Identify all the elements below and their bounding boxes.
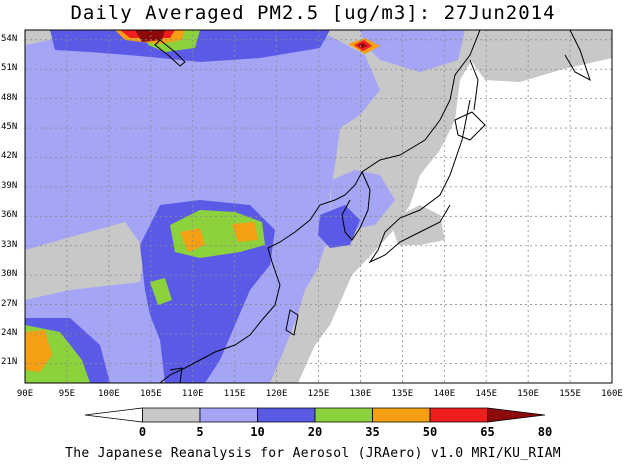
coast-korea (341, 171, 371, 241)
colorbar-segment (142, 407, 201, 423)
lon-label: 105E (139, 389, 162, 399)
colorbar-tick-label: 5 (196, 425, 204, 439)
contour-50-65-central2 (232, 222, 258, 242)
contour-50-65-sw (25, 330, 52, 372)
colorbar (84, 407, 546, 423)
lat-label: 33N (1, 239, 18, 250)
lat-label: 51N (1, 63, 18, 74)
colorbar-segment (429, 407, 488, 423)
lon-label: 125E (307, 389, 330, 399)
lat-label: 39N (1, 180, 18, 191)
lat-label: 30N (1, 269, 18, 280)
map-frame (24, 29, 613, 384)
lat-label: 48N (1, 92, 18, 103)
lon-label: 95E (58, 389, 76, 399)
colorbar-tick-label: 0 (138, 425, 147, 439)
coast-japan (368, 99, 471, 264)
colorbar-tick-label: 80 (537, 425, 553, 439)
lat-label: 21N (1, 357, 18, 368)
lon-label: 145E (475, 389, 498, 399)
lon-label: 150E (517, 389, 539, 399)
lat-label: 24N (1, 327, 18, 338)
coastlines (154, 30, 591, 383)
contour-35-50-south (150, 278, 172, 305)
colorbar-segment (199, 407, 258, 423)
colorbar-segment (372, 407, 431, 423)
lon-label: 100E (98, 389, 120, 399)
lon-label: 130E (349, 389, 372, 399)
lon-label: 160E (601, 389, 623, 399)
contour-10-20-north (360, 30, 465, 72)
colorbar-tick-label: 65 (480, 425, 495, 439)
contour-5-10-japan (390, 205, 445, 245)
gridlines (25, 30, 612, 383)
coast-taiwan (285, 309, 299, 336)
lon-label: 155E (559, 389, 581, 399)
lat-label: 27N (1, 298, 18, 309)
credit-line: The Japanese Reanalysis for Aerosol (JRA… (65, 446, 561, 461)
lon-label: 120E (265, 389, 288, 399)
lon-label: 140E (433, 389, 456, 399)
lat-label: 36N (1, 210, 18, 221)
coast-hokkaido (454, 111, 486, 141)
lon-label: 135E (391, 389, 414, 399)
lat-label: 45N (1, 122, 18, 133)
colorbar-tick-label: 35 (365, 425, 380, 439)
lon-label: 115E (223, 389, 246, 399)
colorbar-segment (84, 407, 143, 423)
contour-80-north (135, 30, 165, 42)
lon-label: 90E (16, 389, 34, 399)
colorbar-tick-label: 50 (422, 425, 438, 439)
lat-label: 54N (1, 33, 18, 44)
colorbar-segment (314, 407, 373, 423)
colorbar-tick-label: 20 (307, 425, 323, 439)
coast-mainland (159, 30, 481, 383)
coast-lake-baikal (154, 39, 186, 67)
colorbar-segment (257, 407, 316, 423)
contour-80-siberia (358, 43, 367, 48)
colorbar-tick-label: 10 (250, 425, 265, 439)
lat-label: 42N (1, 151, 18, 162)
colorbar-segment (487, 407, 546, 423)
coast-sakhalin (469, 59, 479, 111)
coast-hainan (169, 367, 183, 383)
map-title: Daily Averaged PM2.5 [ug/m3]: 27Jun2014 (70, 2, 556, 24)
coast-kamchatka (564, 30, 591, 82)
lon-label: 110E (181, 389, 204, 399)
